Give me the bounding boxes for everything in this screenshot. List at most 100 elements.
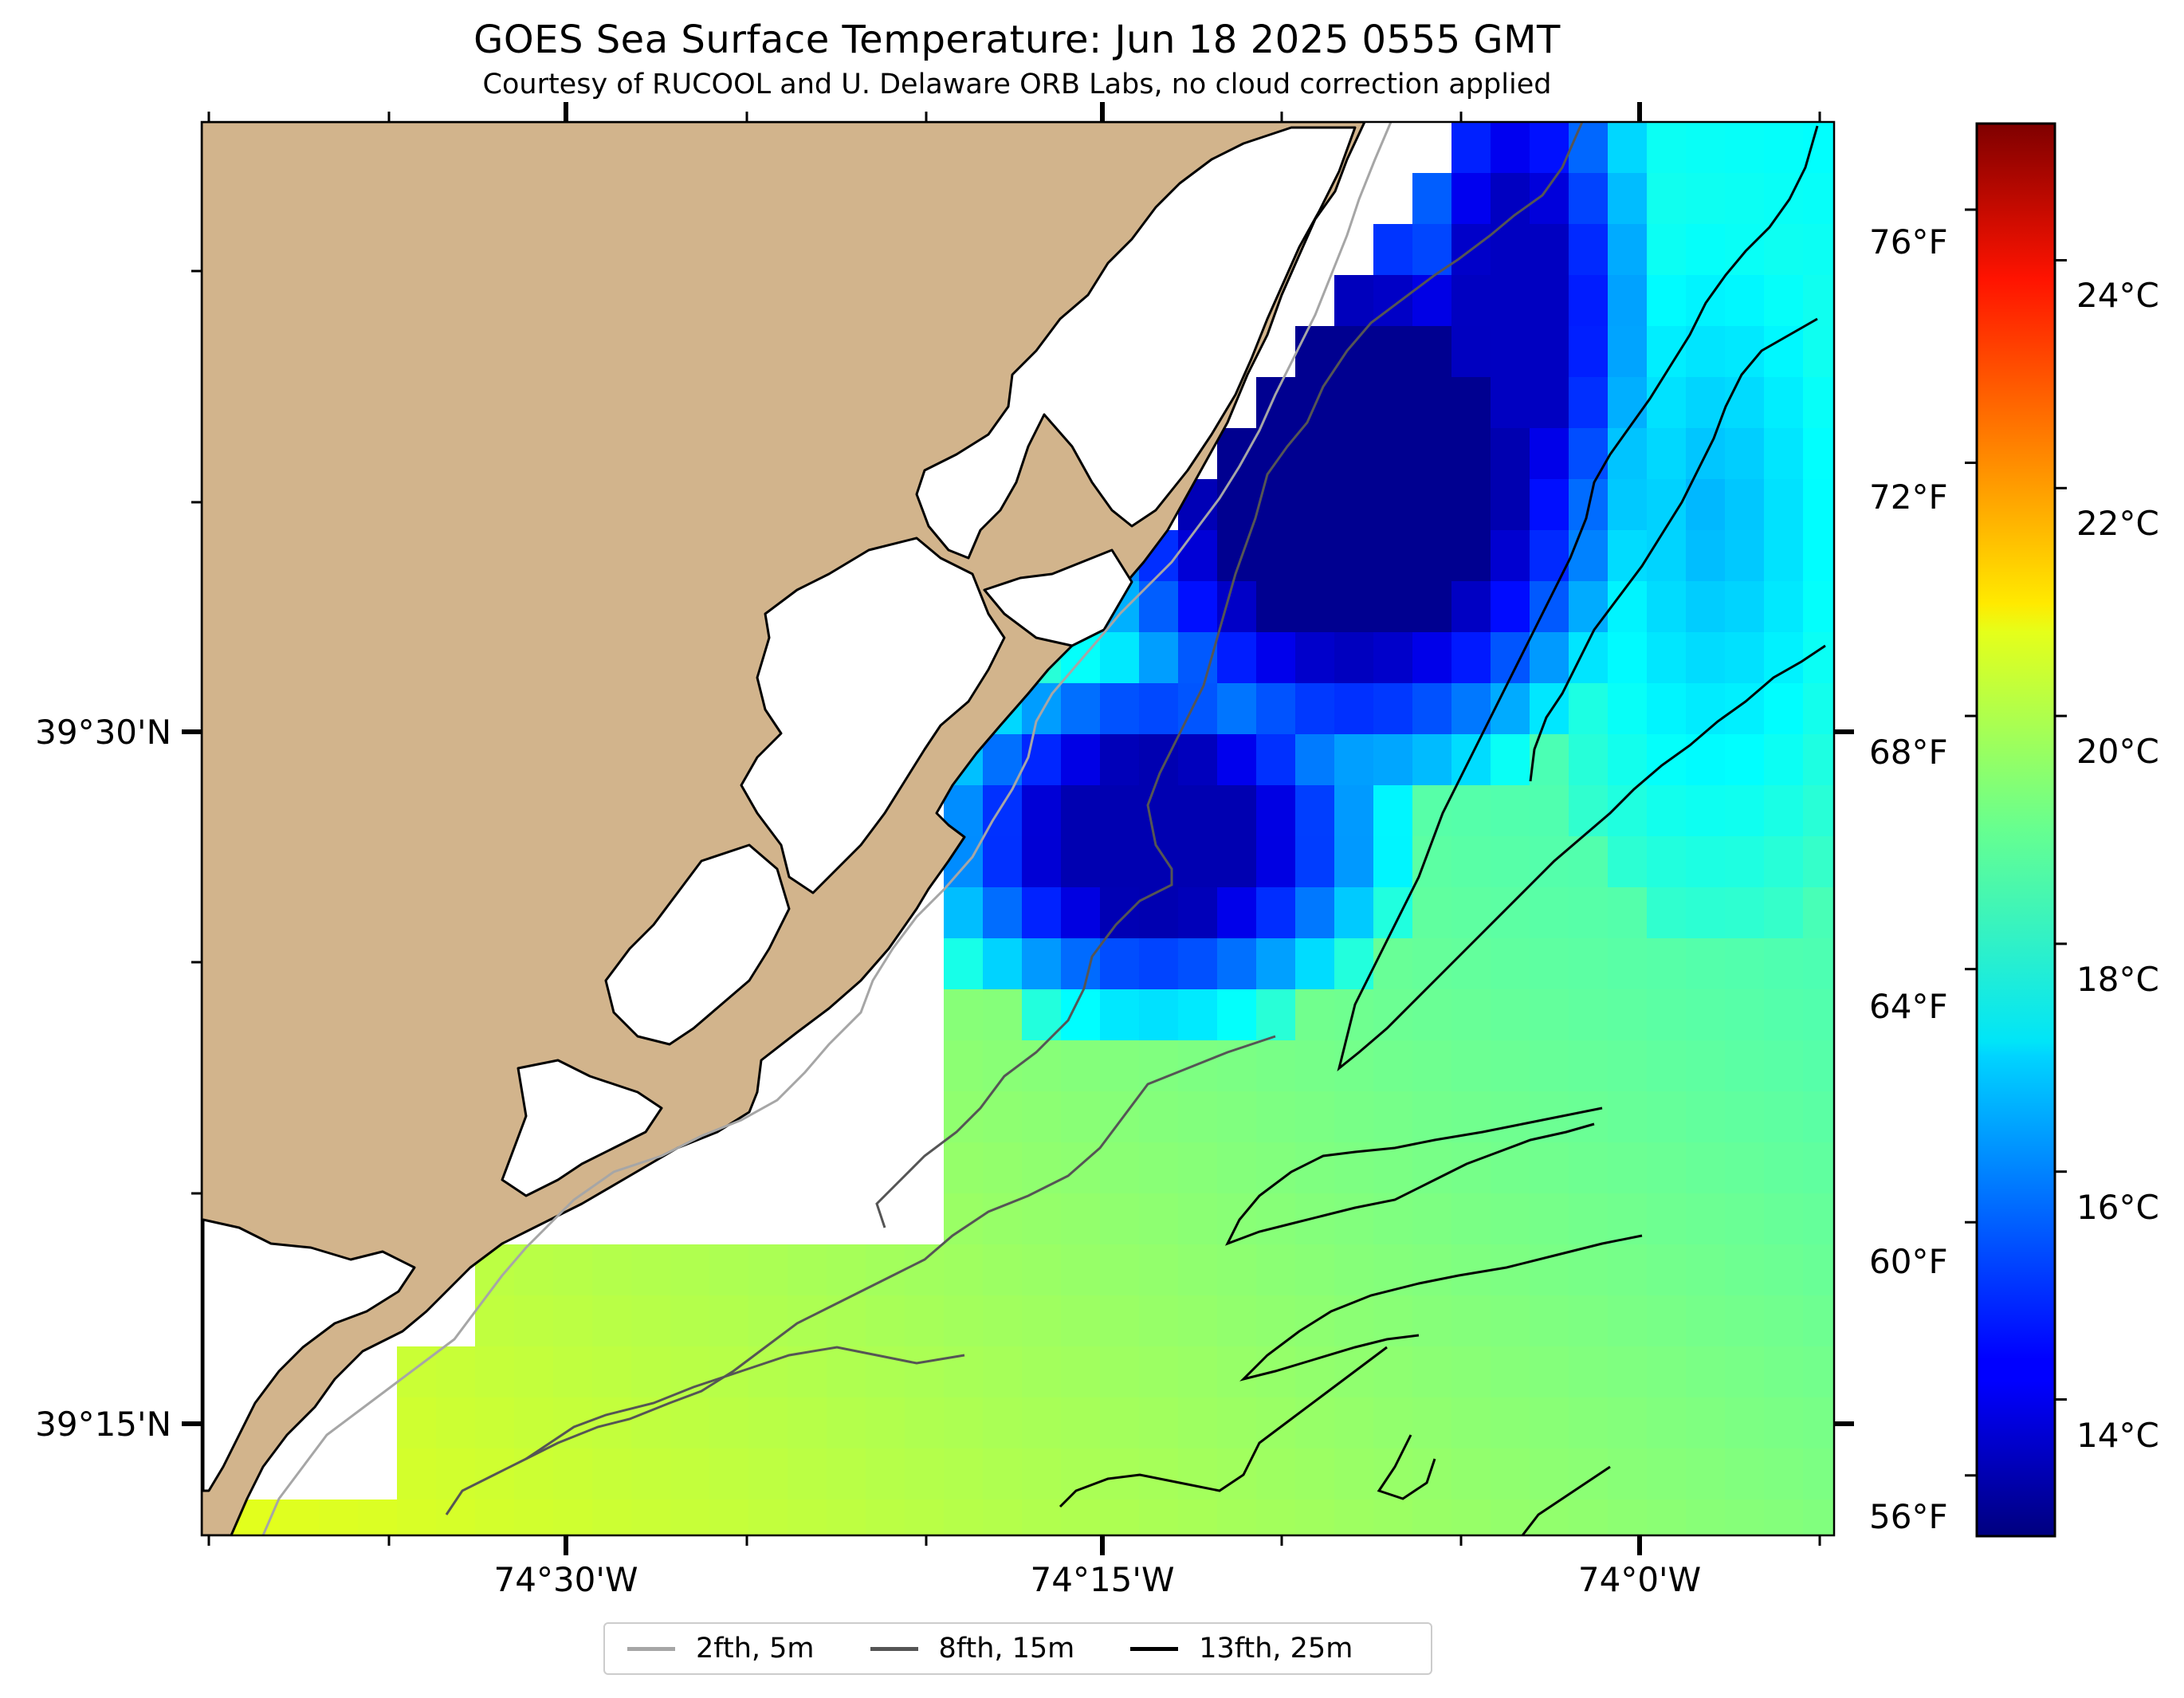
sst-cell <box>1491 1193 1530 1245</box>
sst-cell <box>1647 530 1687 582</box>
sst-cell <box>1139 785 1179 837</box>
sst-cell <box>1764 1040 1804 1092</box>
sst-cell <box>1295 581 1335 633</box>
sst-cell <box>1491 989 1530 1041</box>
sst-cell <box>1647 1295 1687 1347</box>
sst-cell <box>1491 1142 1530 1194</box>
sst-cell <box>1569 1295 1609 1347</box>
sst-cell <box>1217 887 1257 939</box>
sst-cell <box>1373 1142 1413 1194</box>
sst-cell <box>1569 1397 1609 1449</box>
sst-cell <box>1569 1346 1609 1398</box>
sst-cell <box>1178 1091 1218 1143</box>
sst-cell <box>1373 683 1413 735</box>
sst-cell <box>1451 1193 1491 1245</box>
sst-cell <box>944 1295 984 1347</box>
sst-cell <box>1256 1244 1296 1296</box>
sst-cell <box>1686 1397 1726 1449</box>
sst-cell <box>1412 1448 1452 1500</box>
sst-cell <box>1178 887 1218 939</box>
sst-cell <box>1647 683 1687 735</box>
sst-cell <box>1764 1091 1804 1143</box>
sst-cell <box>1295 632 1335 684</box>
sst-cell <box>1647 734 1687 786</box>
sst-cell <box>1412 326 1452 378</box>
sst-cell <box>1334 1193 1374 1245</box>
sst-cell <box>1647 581 1687 633</box>
sst-cell <box>1803 989 1834 1041</box>
sst-cell <box>592 1295 632 1347</box>
sst-cell <box>397 1397 437 1449</box>
sst-cell <box>1686 1500 1726 1535</box>
sst-cell <box>1217 785 1257 837</box>
sst-cell <box>1295 530 1335 582</box>
sst-cell <box>1295 683 1335 735</box>
sst-cell <box>1334 275 1374 327</box>
sst-cell <box>983 1448 1023 1500</box>
sst-cell <box>1530 1142 1569 1194</box>
sst-cell <box>1139 887 1179 939</box>
sst-cell <box>1491 479 1530 531</box>
sst-cell <box>983 1244 1023 1296</box>
sst-cell <box>1256 581 1296 633</box>
sst-cell <box>1803 734 1834 786</box>
sst-cell <box>944 1244 984 1296</box>
sst-cell <box>1764 1142 1804 1194</box>
sst-cell <box>1647 1091 1687 1143</box>
sst-cell <box>1217 734 1257 786</box>
sst-cell <box>1764 1193 1804 1245</box>
sst-cell <box>1334 887 1374 939</box>
sst-cell <box>1256 632 1296 684</box>
sst-cell <box>1139 989 1179 1041</box>
sst-cell <box>1491 734 1530 786</box>
legend-item-2fth: 2fth, 5m <box>627 1633 815 1665</box>
sst-cell <box>1803 479 1834 531</box>
sst-cell <box>1725 1193 1765 1245</box>
sst-cell <box>1451 938 1491 990</box>
sst-cell <box>1217 632 1257 684</box>
sst-cell <box>1725 989 1765 1041</box>
sst-cell <box>1608 1040 1648 1092</box>
sst-cell <box>1803 683 1834 735</box>
map-panel <box>202 122 1834 1535</box>
sst-cell <box>1608 224 1648 276</box>
sst-cell <box>1725 377 1765 429</box>
sst-cell <box>1764 377 1804 429</box>
sst-cell <box>1100 785 1140 837</box>
sst-cell <box>1608 989 1648 1041</box>
isobath-2fth <box>261 122 1392 1535</box>
sst-cell <box>1803 326 1834 378</box>
sst-cell <box>1764 989 1804 1041</box>
sst-cell <box>1373 377 1413 429</box>
sst-cell <box>1647 632 1687 684</box>
sst-cell <box>1569 275 1609 327</box>
sst-cell <box>1256 479 1296 531</box>
sst-cell <box>1647 1142 1687 1194</box>
sst-cell <box>709 1244 749 1296</box>
sst-cell <box>397 1448 437 1500</box>
sst-cell <box>1569 683 1609 735</box>
sst-cell <box>1608 581 1648 633</box>
sst-cell <box>1373 785 1413 837</box>
sst-cell <box>1373 938 1413 990</box>
sst-cell <box>1373 1346 1413 1398</box>
sst-cell <box>1686 581 1726 633</box>
sst-cell <box>1373 1091 1413 1143</box>
sst-cell <box>1139 1091 1179 1143</box>
sst-cell <box>983 1500 1023 1535</box>
sst-cell <box>1647 938 1687 990</box>
sst-cell <box>1608 785 1648 837</box>
sst-cell <box>1725 1091 1765 1143</box>
sst-cell <box>1412 734 1452 786</box>
sst-cell <box>1178 1295 1218 1347</box>
sst-cell <box>1491 1040 1530 1092</box>
sst-cell <box>1647 1346 1687 1398</box>
sst-cell <box>1608 1142 1648 1194</box>
sst-cell <box>592 1346 632 1398</box>
sst-cell <box>475 1500 515 1535</box>
sst-cell <box>1569 989 1609 1041</box>
isobath-legend: 2fth, 5m 8fth, 15m 13fth, 25m <box>603 1622 1432 1675</box>
sst-cell <box>1451 326 1491 378</box>
sst-cell <box>1256 1142 1296 1194</box>
fahrenheit-label-5: 56°F <box>1869 1497 1948 1536</box>
